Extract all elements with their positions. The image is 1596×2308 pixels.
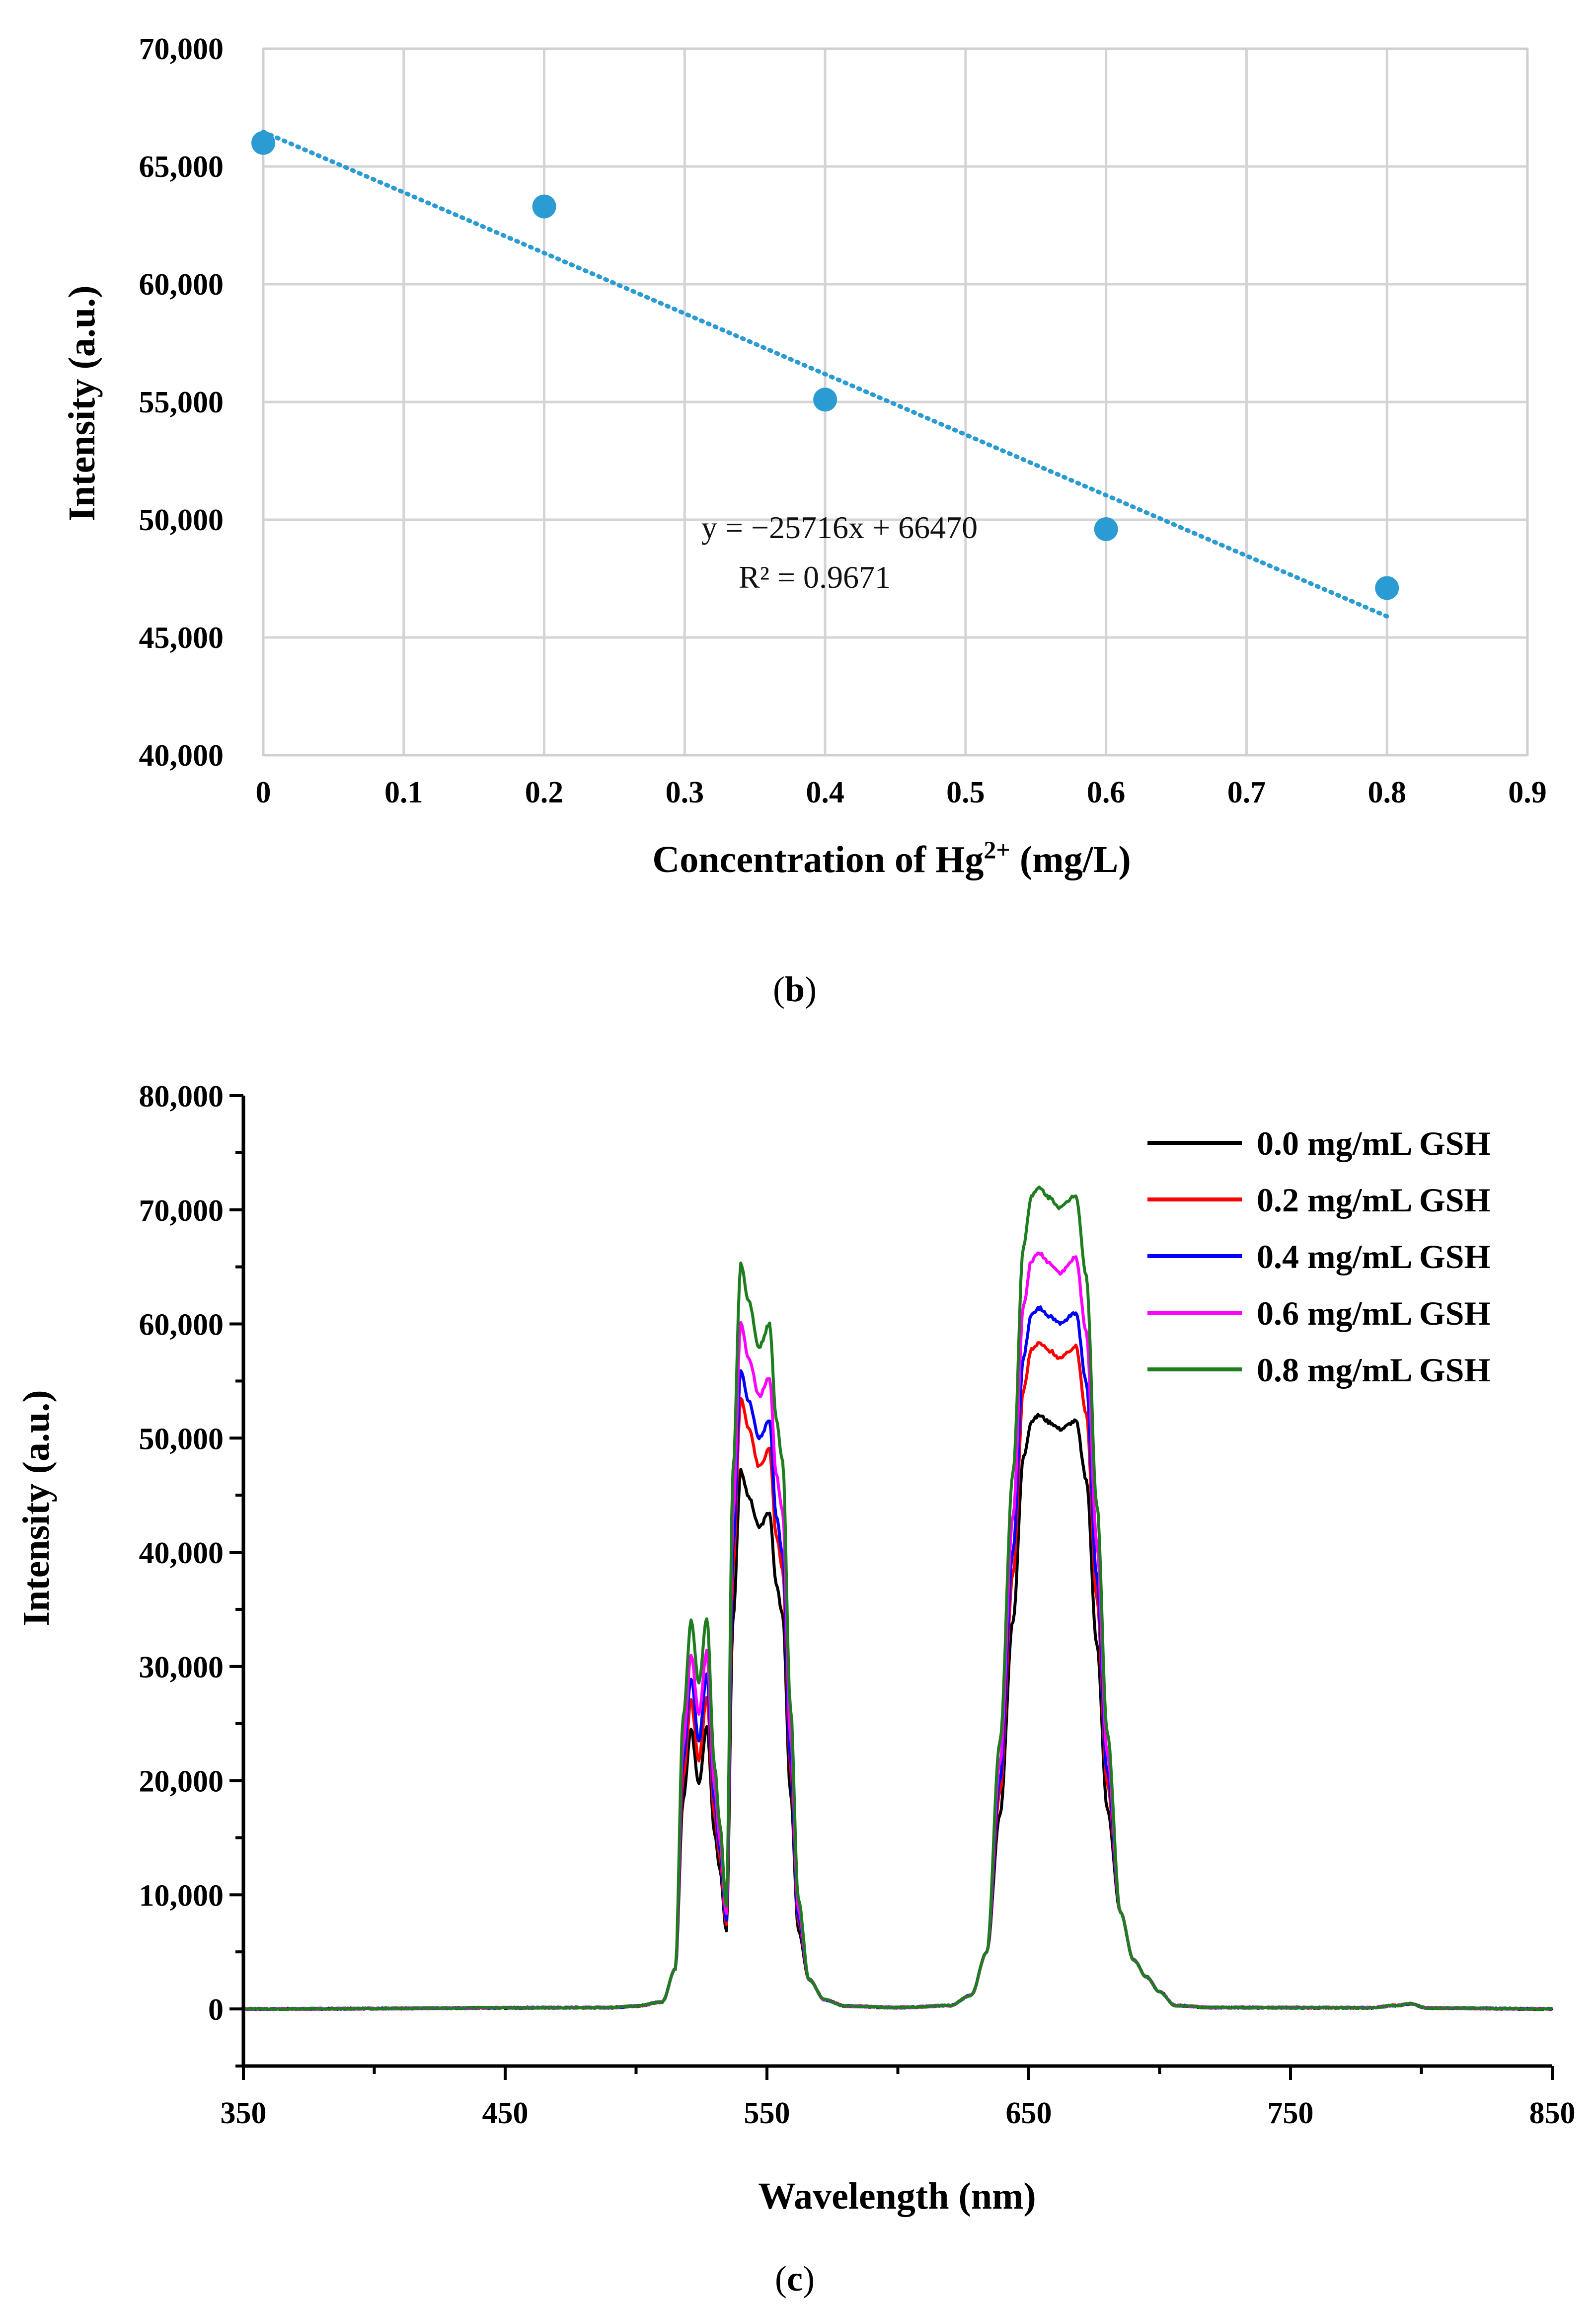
- b-x-axis-label-sup: 2+: [984, 836, 1010, 864]
- b-data-point: [1094, 517, 1118, 541]
- c-legend-label: 0.4 mg/mL GSH: [1257, 1238, 1490, 1275]
- c-x-axis-label: Wavelength (nm): [758, 2175, 1036, 2217]
- b-caption: (b): [773, 969, 817, 1009]
- c-series-line: [242, 1341, 1553, 2011]
- b-x-tick-label: 0: [256, 776, 271, 809]
- c-series-line: [242, 1305, 1553, 2011]
- c-y-tick-label: 50,000: [139, 1422, 224, 1456]
- c-x-tick-label: 850: [1529, 2096, 1576, 2130]
- c-y-tick-label: 40,000: [139, 1536, 224, 1570]
- c-x-tick-label: 550: [744, 2096, 790, 2130]
- b-y-axis-label: Intensity (a.u.): [61, 285, 103, 521]
- c-y-tick-label: 20,000: [139, 1765, 224, 1799]
- panel-b-scatter: 40,000 45,000 50,000 55,000 60,000 65,000 70,0…: [61, 32, 1547, 1009]
- c-legend-label: 0.2 mg/mL GSH: [1257, 1181, 1490, 1219]
- c-caption: (c): [775, 2259, 815, 2299]
- b-data-points: [251, 131, 1399, 600]
- c-x-tick-label: 350: [221, 2096, 267, 2130]
- b-y-tick-label: 45,000: [139, 621, 224, 655]
- c-x-tick-label: 750: [1268, 2096, 1314, 2130]
- c-x-tick-labels: 350 450 550 650 750 850: [221, 2096, 1576, 2130]
- b-x-tick-label: 0.9: [1508, 776, 1547, 809]
- b-x-axis-label-main: Concentration of Hg: [652, 839, 984, 880]
- b-plot-frame: [262, 48, 1528, 756]
- b-data-point: [251, 131, 275, 155]
- b-x-tick-label: 0.6: [1087, 776, 1126, 809]
- c-axes: [229, 1094, 1554, 2080]
- b-trendline: [261, 129, 1389, 619]
- c-legend-label: 0.8 mg/mL GSH: [1257, 1351, 1490, 1389]
- b-x-axis-label: Concentration of Hg2+ (mg/L): [652, 836, 1131, 880]
- b-x-tick-labels: 0 0.1 0.2 0.3 0.4 0.5 0.6 0.7 0.8 0.9: [256, 776, 1547, 809]
- b-data-point: [813, 388, 837, 412]
- c-x-tick-label: 450: [482, 2096, 529, 2130]
- b-r-squared: R² = 0.9671: [739, 559, 891, 595]
- c-y-tick-label: 60,000: [139, 1308, 224, 1342]
- c-series-line: [243, 1413, 1553, 2011]
- c-legend-label: 0.0 mg/mL GSH: [1257, 1124, 1490, 1162]
- c-y-tick-label: 80,000: [139, 1080, 224, 1114]
- b-y-tick-label: 40,000: [139, 739, 224, 773]
- b-y-tick-label: 60,000: [139, 268, 224, 302]
- c-legend-label: 0.6 mg/mL GSH: [1257, 1294, 1490, 1332]
- b-y-tick-label: 65,000: [139, 150, 224, 184]
- panel-c-spectra: 0 10,000 20,000 30,000 40,000 50,000 60,000 70,…: [15, 1080, 1576, 2299]
- b-x-tick-label: 0.7: [1227, 776, 1266, 809]
- b-x-axis-label-tail: (mg/L): [1010, 839, 1131, 880]
- b-equation: y = −25716x + 66470: [701, 510, 978, 545]
- c-y-tick-label: 70,000: [139, 1194, 224, 1228]
- c-y-tick-label: 0: [208, 1993, 224, 2027]
- b-caption-letter: b: [785, 969, 805, 1009]
- c-y-axis-label: Intensity (a.u.): [15, 1390, 57, 1626]
- b-x-tick-label: 0.8: [1368, 776, 1406, 809]
- b-x-tick-label: 0.2: [525, 776, 564, 809]
- b-x-tick-label: 0.1: [384, 776, 423, 809]
- b-gridlines: [262, 47, 1529, 757]
- b-x-tick-label: 0.3: [666, 776, 704, 809]
- c-x-tick-label: 650: [1006, 2096, 1052, 2130]
- c-caption-letter: c: [787, 2259, 803, 2299]
- b-data-point: [1375, 576, 1399, 600]
- b-x-tick-label: 0.4: [806, 776, 844, 809]
- b-x-tick-label: 0.5: [946, 776, 985, 809]
- c-legend: 0.0 mg/mL GSH 0.2 mg/mL GSH 0.4 mg/mL GSH 0…: [1147, 1124, 1490, 1389]
- c-y-tick-label: 10,000: [139, 1879, 224, 1912]
- b-data-point: [532, 194, 556, 219]
- c-series-line: [243, 1186, 1553, 2011]
- c-y-tick-labels: 0 10,000 20,000 30,000 40,000 50,000 60,000 70,…: [139, 1080, 224, 2027]
- c-y-tick-label: 30,000: [139, 1651, 224, 1684]
- b-y-tick-labels: 40,000 45,000 50,000 55,000 60,000 65,000 70,0…: [139, 32, 224, 773]
- b-y-tick-label: 50,000: [139, 503, 224, 537]
- c-series-lines: [242, 1186, 1553, 2011]
- b-y-tick-label: 55,000: [139, 386, 224, 419]
- b-y-tick-label: 70,000: [139, 32, 224, 66]
